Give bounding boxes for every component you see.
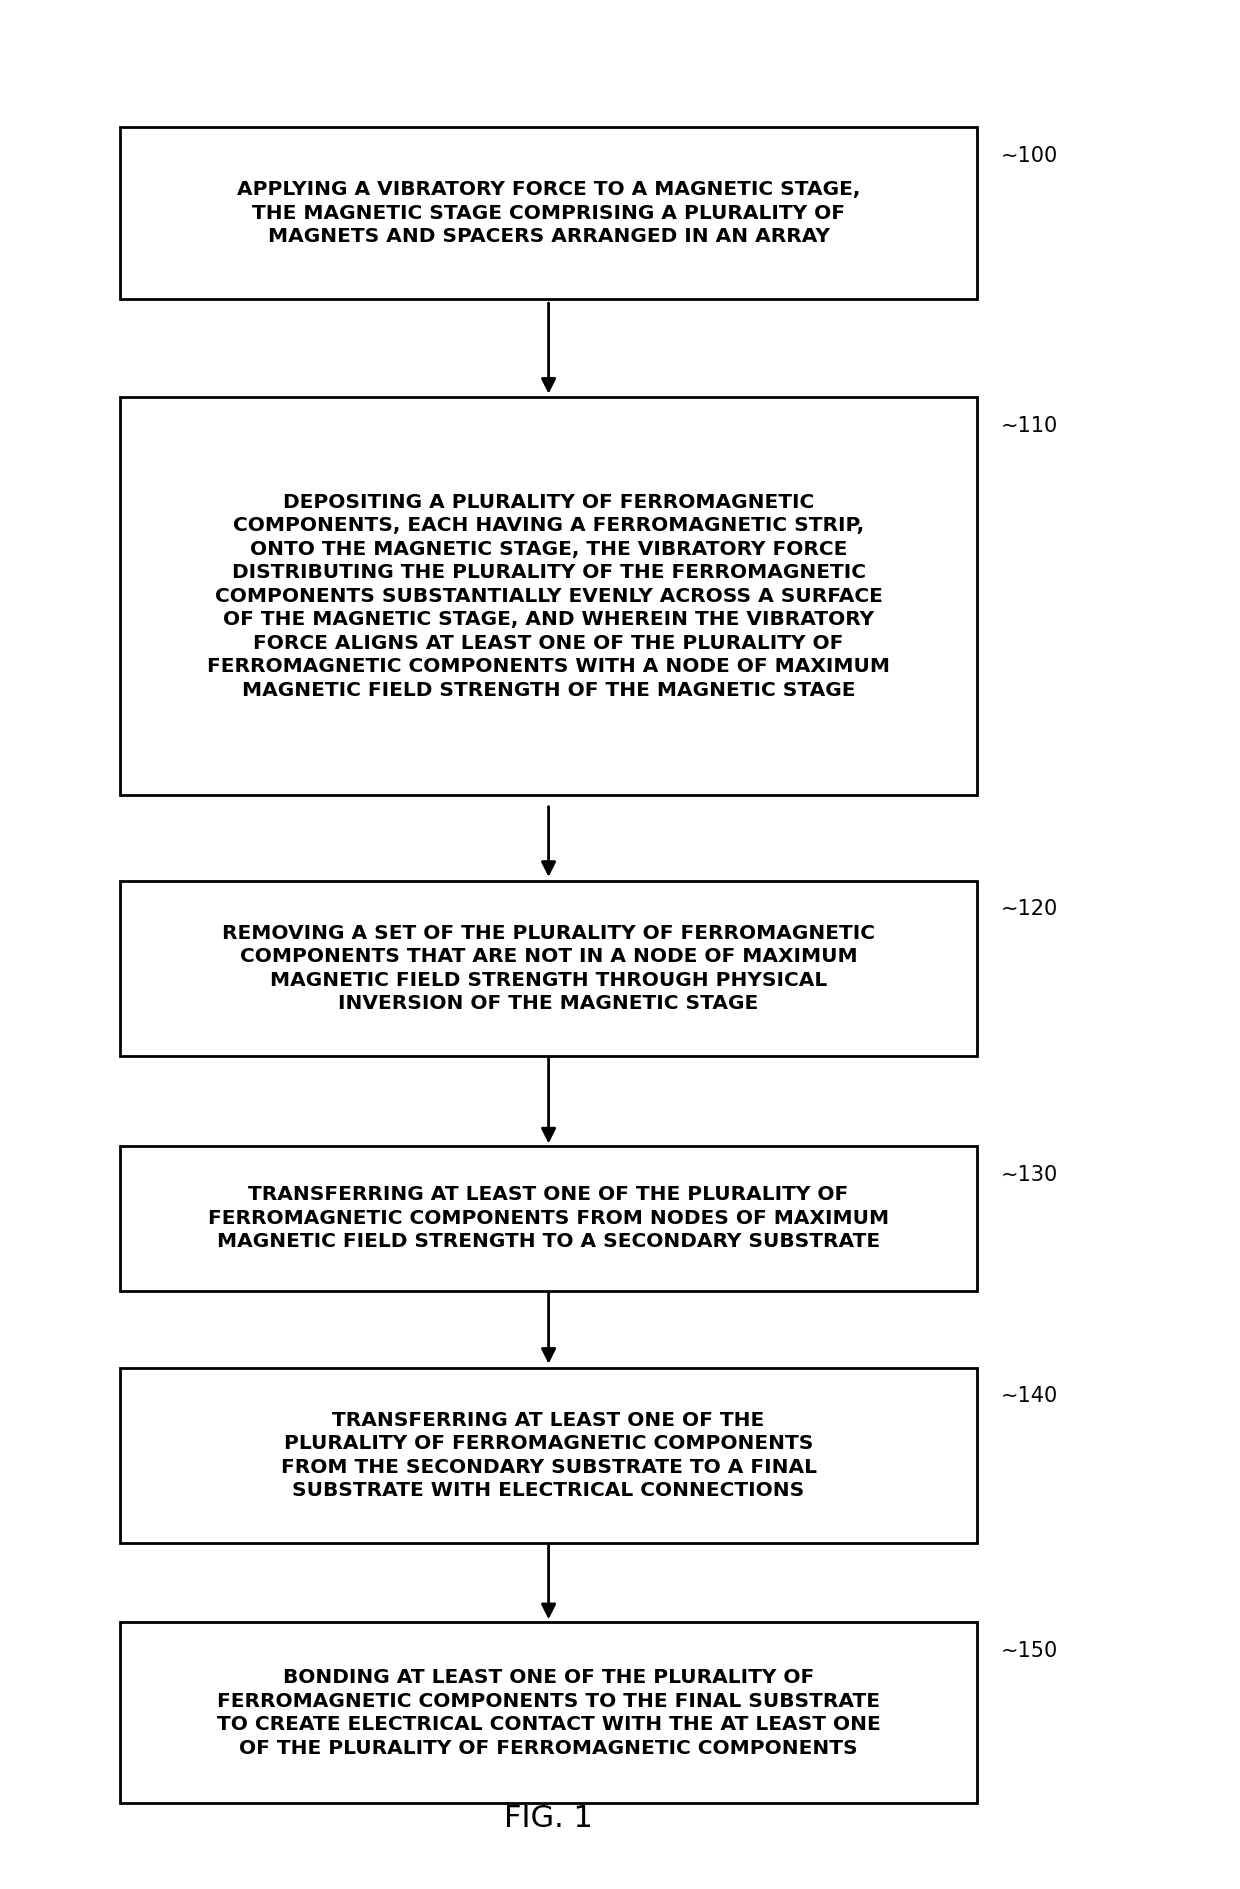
FancyBboxPatch shape	[120, 1623, 977, 1804]
Text: ~140: ~140	[1001, 1387, 1058, 1405]
Text: ~150: ~150	[1001, 1640, 1058, 1660]
FancyBboxPatch shape	[120, 127, 977, 298]
Text: ~120: ~120	[1001, 899, 1058, 920]
FancyBboxPatch shape	[120, 1147, 977, 1290]
Text: ~110: ~110	[1001, 416, 1058, 436]
Text: BONDING AT LEAST ONE OF THE PLURALITY OF
FERROMAGNETIC COMPONENTS TO THE FINAL S: BONDING AT LEAST ONE OF THE PLURALITY OF…	[217, 1668, 880, 1757]
Text: ~130: ~130	[1001, 1166, 1058, 1184]
Text: REMOVING A SET OF THE PLURALITY OF FERROMAGNETIC
COMPONENTS THAT ARE NOT IN A NO: REMOVING A SET OF THE PLURALITY OF FERRO…	[222, 924, 875, 1013]
FancyBboxPatch shape	[120, 880, 977, 1056]
Text: TRANSFERRING AT LEAST ONE OF THE
PLURALITY OF FERROMAGNETIC COMPONENTS
FROM THE : TRANSFERRING AT LEAST ONE OF THE PLURALI…	[280, 1411, 817, 1500]
Text: ~100: ~100	[1001, 145, 1058, 166]
FancyBboxPatch shape	[120, 1368, 977, 1543]
FancyBboxPatch shape	[120, 397, 977, 795]
Text: TRANSFERRING AT LEAST ONE OF THE PLURALITY OF
FERROMAGNETIC COMPONENTS FROM NODE: TRANSFERRING AT LEAST ONE OF THE PLURALI…	[208, 1186, 889, 1252]
Text: DEPOSITING A PLURALITY OF FERROMAGNETIC
COMPONENTS, EACH HAVING A FERROMAGNETIC : DEPOSITING A PLURALITY OF FERROMAGNETIC …	[207, 493, 890, 701]
Text: FIG. 1: FIG. 1	[505, 1804, 593, 1832]
Text: APPLYING A VIBRATORY FORCE TO A MAGNETIC STAGE,
THE MAGNETIC STAGE COMPRISING A : APPLYING A VIBRATORY FORCE TO A MAGNETIC…	[237, 179, 861, 246]
